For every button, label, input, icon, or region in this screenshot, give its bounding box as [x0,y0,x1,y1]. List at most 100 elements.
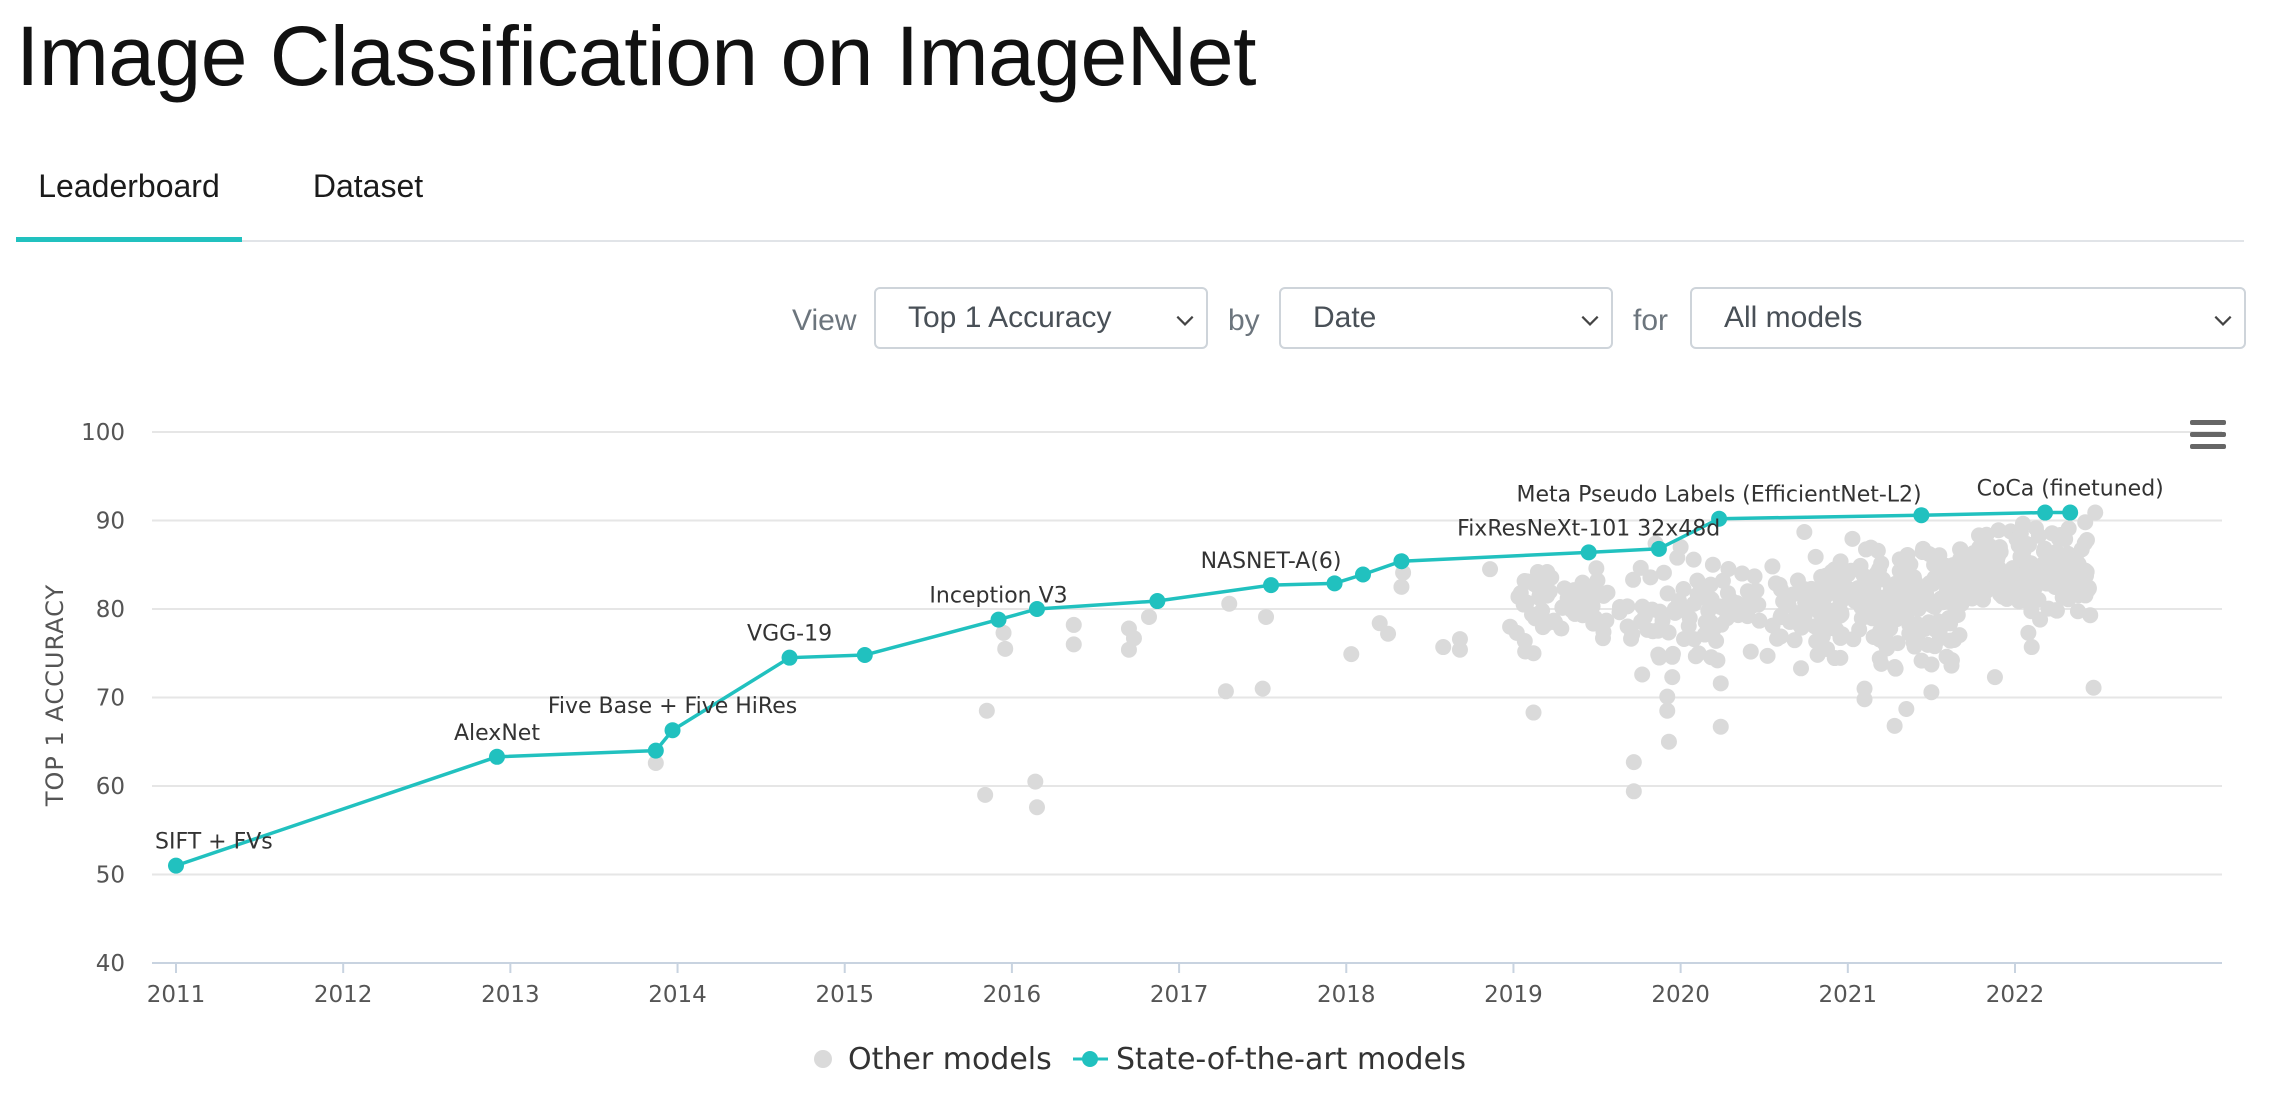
sota-model-point[interactable] [647,742,664,759]
other-model-point[interactable] [1839,566,1856,583]
other-model-point[interactable] [1847,581,1864,598]
tab-leaderboard[interactable]: Leaderboard [38,168,220,204]
other-model-point[interactable] [1879,620,1896,637]
other-model-point[interactable] [1527,610,1544,627]
other-model-point[interactable] [2004,579,2021,596]
other-model-point[interactable] [1343,646,1360,663]
other-model-point[interactable] [2055,559,2072,576]
sota-model-point[interactable] [664,722,681,739]
other-model-point[interactable] [1764,617,1781,634]
other-model-point[interactable] [1739,608,1756,625]
sota-model-point[interactable] [2062,504,2079,521]
other-model-point[interactable] [1644,623,1661,640]
other-model-point[interactable] [1686,595,1703,612]
other-model-point[interactable] [1886,717,1903,734]
other-model-point[interactable] [1664,648,1681,665]
other-model-point[interactable] [1543,569,1560,586]
other-model-point[interactable] [1634,666,1651,683]
other-model-point[interactable] [2080,579,2097,596]
other-model-point[interactable] [2044,525,2061,542]
other-model-point[interactable] [1931,547,1948,564]
other-model-point[interactable] [1852,557,1869,574]
other-model-point[interactable] [1435,639,1452,656]
other-model-point[interactable] [1685,551,1702,568]
other-model-point[interactable] [1594,630,1611,647]
other-model-point[interactable] [1796,581,1813,598]
other-model-point[interactable] [1853,599,1870,616]
other-model-point[interactable] [2085,679,2102,696]
other-model-point[interactable] [1588,560,1605,577]
other-model-point[interactable] [1712,675,1729,692]
other-model-point[interactable] [1769,630,1786,647]
other-model-point[interactable] [2014,515,2031,532]
other-model-point[interactable] [1777,597,1794,614]
other-model-point[interactable] [1990,522,2007,539]
other-model-point[interactable] [1856,680,1873,697]
other-model-point[interactable] [2087,504,2104,521]
other-model-point[interactable] [1980,548,1997,565]
other-model-point[interactable] [1028,799,1045,816]
legend-sota-label[interactable]: State-of-the-art models [1116,1042,1466,1077]
other-model-point[interactable] [1943,657,1960,674]
other-model-point[interactable] [647,754,664,771]
other-model-point[interactable] [1611,598,1628,615]
other-model-point[interactable] [1930,624,1947,641]
other-model-point[interactable] [1894,608,1911,625]
other-model-point[interactable] [1659,702,1676,719]
other-model-point[interactable] [1873,655,1890,672]
other-model-point[interactable] [1974,566,1991,583]
other-model-point[interactable] [1865,628,1882,645]
other-model-point[interactable] [1942,615,1959,632]
other-model-point[interactable] [2023,639,2040,656]
other-model-point[interactable] [1905,634,1922,651]
other-model-point[interactable] [1873,555,1890,572]
sota-model-point[interactable] [1326,575,1343,592]
other-model-point[interactable] [1702,576,1719,593]
sota-model-point[interactable] [168,857,184,874]
other-model-point[interactable] [1826,583,1843,600]
other-model-point[interactable] [1793,660,1810,677]
other-model-point[interactable] [2057,531,2074,548]
sota-model-point[interactable] [1580,544,1597,561]
other-model-point[interactable] [1832,649,1849,666]
other-model-point[interactable] [2015,543,2032,560]
other-model-point[interactable] [1987,561,2004,578]
other-model-point[interactable] [1636,608,1653,625]
other-model-point[interactable] [1690,645,1707,662]
other-model-point[interactable] [1065,616,1082,633]
other-model-point[interactable] [1563,602,1580,619]
other-model-point[interactable] [1971,527,1988,544]
other-model-point[interactable] [1920,614,1937,631]
other-model-point[interactable] [1844,530,1861,547]
other-model-point[interactable] [1746,568,1763,585]
other-model-point[interactable] [2069,603,2086,620]
other-model-point[interactable] [1722,592,1739,609]
other-model-point[interactable] [997,640,1014,657]
other-model-point[interactable] [1221,595,1238,612]
other-model-point[interactable] [1874,571,1891,588]
other-model-point[interactable] [1666,600,1683,617]
sota-model-point[interactable] [781,649,798,666]
other-model-point[interactable] [1660,733,1677,750]
other-model-point[interactable] [1525,645,1542,662]
sota-model-point[interactable] [1263,577,1280,594]
other-model-point[interactable] [1823,610,1840,627]
other-model-point[interactable] [2032,611,2049,628]
other-model-point[interactable] [1851,621,1868,638]
other-model-point[interactable] [1680,618,1697,635]
sota-model-point[interactable] [1650,540,1667,557]
other-model-point[interactable] [1742,643,1759,660]
other-model-point[interactable] [1380,625,1397,642]
other-model-point[interactable] [1664,669,1681,686]
other-model-point[interactable] [2082,607,2099,624]
other-model-point[interactable] [1254,680,1271,697]
other-model-point[interactable] [1689,572,1706,589]
other-model-point[interactable] [1125,630,1142,647]
other-model-point[interactable] [978,702,995,719]
other-model-point[interactable] [1712,718,1729,735]
other-model-point[interactable] [1739,583,1756,600]
other-model-point[interactable] [1951,627,1968,644]
sota-model-point[interactable] [990,611,1007,628]
other-model-point[interactable] [1545,612,1562,629]
other-model-point[interactable] [1921,574,1938,591]
